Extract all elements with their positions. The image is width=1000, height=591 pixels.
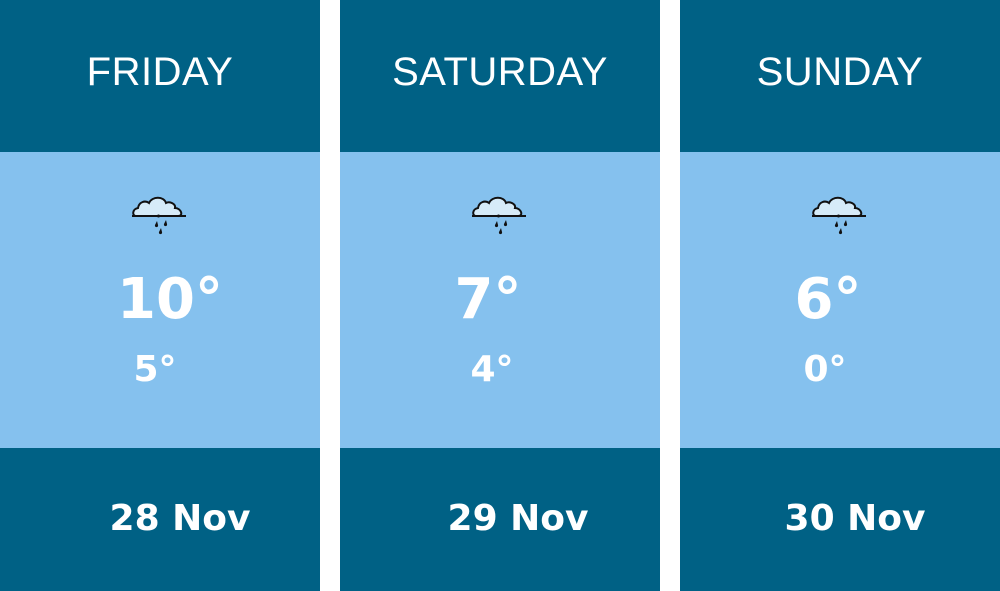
forecast-day-card: FRIDAY 10° 5° 28 Nov	[0, 0, 320, 591]
weather-panel: 10° 5°	[0, 152, 320, 448]
date-footer: 30 Nov	[680, 448, 1000, 591]
weather-panel: 7° 4°	[340, 152, 660, 448]
date-label: 30 Nov	[784, 498, 926, 539]
day-name: SATURDAY	[392, 50, 608, 94]
low-temperature: 5°	[133, 349, 177, 390]
low-temperature: 0°	[803, 349, 847, 390]
low-temperature: 4°	[470, 349, 514, 390]
rain-cloud-icon	[132, 196, 186, 235]
rain-cloud-icon	[472, 196, 526, 235]
day-header: FRIDAY	[0, 0, 320, 152]
high-temperature: 6°	[794, 267, 862, 332]
weather-panel: 6° 0°	[680, 152, 1000, 448]
high-temperature: 7°	[454, 267, 522, 332]
day-header: SUNDAY	[680, 0, 1000, 152]
forecast-day-card: SUNDAY 6° 0° 30 Nov	[680, 0, 1000, 591]
date-footer: 29 Nov	[340, 448, 660, 591]
rain-cloud-icon	[812, 196, 866, 235]
date-label: 29 Nov	[447, 498, 589, 539]
forecast-day-card: SATURDAY 7° 4° 29 Nov	[340, 0, 660, 591]
high-temperature: 10°	[117, 267, 223, 332]
date-label: 28 Nov	[109, 498, 251, 539]
date-footer: 28 Nov	[0, 448, 320, 591]
day-name: SUNDAY	[756, 50, 924, 94]
day-name: FRIDAY	[86, 50, 234, 94]
day-header: SATURDAY	[340, 0, 660, 152]
